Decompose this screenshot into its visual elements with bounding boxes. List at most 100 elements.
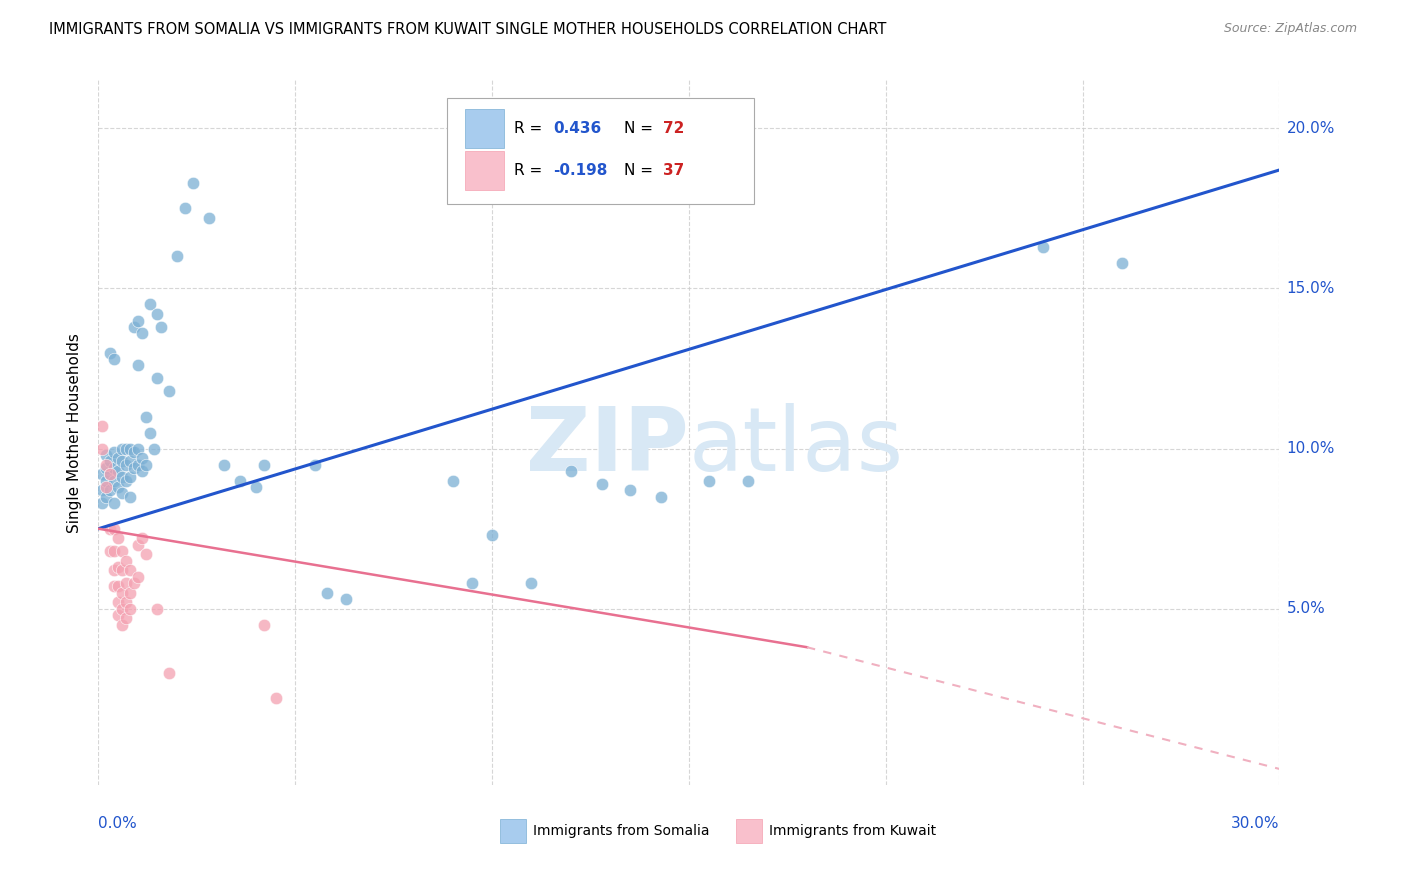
Point	[150, 319, 173, 334]
Point	[91, 442, 114, 456]
Point	[91, 496, 114, 510]
Point	[111, 617, 134, 632]
Text: ZIP: ZIP	[526, 403, 689, 491]
Point	[138, 425, 160, 440]
Point	[181, 176, 204, 190]
Point	[111, 601, 134, 615]
Point	[229, 474, 252, 488]
Point	[118, 442, 141, 456]
Point	[146, 307, 169, 321]
Point	[111, 470, 134, 484]
Point	[197, 211, 219, 225]
Point	[107, 608, 129, 623]
Point	[115, 595, 138, 609]
Point	[96, 480, 118, 494]
Point	[131, 326, 153, 341]
FancyBboxPatch shape	[464, 151, 503, 190]
Point	[157, 665, 180, 680]
Point	[560, 464, 582, 478]
Point	[115, 458, 138, 472]
Point	[166, 249, 188, 264]
Point	[111, 563, 134, 577]
Point	[127, 442, 149, 456]
Y-axis label: Single Mother Households: Single Mother Households	[67, 333, 83, 533]
Point	[315, 586, 337, 600]
Text: N =: N =	[624, 120, 658, 136]
Point	[96, 448, 118, 462]
Point	[118, 490, 141, 504]
Point	[111, 442, 134, 456]
Point	[127, 359, 149, 373]
Point	[103, 544, 125, 558]
Point	[118, 470, 141, 484]
Point	[103, 445, 125, 459]
Point	[520, 576, 543, 591]
Text: atlas: atlas	[689, 403, 904, 491]
Point	[107, 595, 129, 609]
Point	[96, 474, 118, 488]
Text: Immigrants from Somalia: Immigrants from Somalia	[533, 824, 710, 838]
Point	[115, 442, 138, 456]
Text: 0.436: 0.436	[553, 120, 602, 136]
Point	[96, 458, 118, 472]
FancyBboxPatch shape	[737, 819, 762, 844]
Point	[115, 474, 138, 488]
Point	[157, 384, 180, 398]
Point	[135, 547, 157, 561]
Point	[103, 351, 125, 366]
Point	[591, 476, 613, 491]
Point	[481, 528, 503, 542]
Text: -0.198: -0.198	[553, 163, 607, 178]
Point	[122, 576, 145, 591]
Text: 37: 37	[664, 163, 685, 178]
Point	[115, 611, 138, 625]
Point	[96, 490, 118, 504]
Point	[1111, 256, 1133, 270]
Text: 20.0%: 20.0%	[1286, 120, 1334, 136]
Point	[103, 474, 125, 488]
Text: Source: ZipAtlas.com: Source: ZipAtlas.com	[1223, 22, 1357, 36]
Point	[98, 483, 121, 498]
Point	[91, 467, 114, 482]
Point	[103, 579, 125, 593]
Point	[103, 496, 125, 510]
Text: IMMIGRANTS FROM SOMALIA VS IMMIGRANTS FROM KUWAIT SINGLE MOTHER HOUSEHOLDS CORRE: IMMIGRANTS FROM SOMALIA VS IMMIGRANTS FR…	[49, 22, 887, 37]
Point	[118, 454, 141, 468]
Point	[122, 445, 145, 459]
Point	[441, 474, 464, 488]
Point	[107, 532, 129, 546]
Point	[127, 570, 149, 584]
Point	[335, 592, 357, 607]
Point	[214, 458, 236, 472]
Point	[98, 467, 121, 482]
Point	[107, 560, 129, 574]
Point	[111, 486, 134, 500]
Text: 15.0%: 15.0%	[1286, 281, 1334, 296]
Point	[304, 458, 326, 472]
Text: Immigrants from Kuwait: Immigrants from Kuwait	[769, 824, 936, 838]
Point	[111, 586, 134, 600]
Point	[107, 464, 129, 478]
Point	[619, 483, 641, 498]
Point	[138, 297, 160, 311]
Point	[98, 467, 121, 482]
Point	[103, 522, 125, 536]
Point	[118, 601, 141, 615]
FancyBboxPatch shape	[447, 98, 754, 203]
Point	[135, 409, 157, 424]
Point	[122, 319, 145, 334]
Point	[127, 458, 149, 472]
Text: 30.0%: 30.0%	[1232, 815, 1279, 830]
Point	[107, 451, 129, 466]
Text: 10.0%: 10.0%	[1286, 442, 1334, 456]
Point	[650, 490, 672, 504]
Point	[118, 586, 141, 600]
Point	[253, 617, 276, 632]
Point	[174, 202, 197, 216]
Point	[98, 345, 121, 359]
Point	[697, 474, 720, 488]
Point	[111, 454, 134, 468]
Point	[115, 576, 138, 591]
Text: N =: N =	[624, 163, 658, 178]
Text: R =: R =	[515, 163, 547, 178]
